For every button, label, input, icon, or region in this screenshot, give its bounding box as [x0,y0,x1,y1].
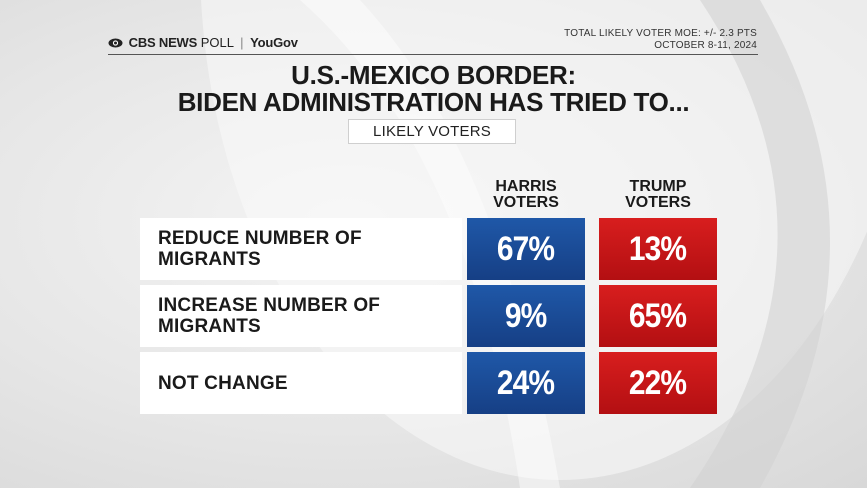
data-label: 67% [497,229,555,268]
chart-title-line-2: BIDEN ADMINISTRATION HAS TRIED TO... [177,87,690,117]
header-rule [108,54,758,55]
brand-network: CBS NEWS [128,35,198,50]
row-label: NOT CHANGE [140,352,462,414]
data-label: 65% [629,296,687,335]
chart-subtitle: LIKELY VOTERS [348,119,516,144]
brand-separator: | [240,35,244,50]
row-label: INCREASE NUMBER OF MIGRANTS [140,285,462,347]
row-label-text: NOT CHANGE [158,372,288,394]
data-label: 9% [505,296,547,335]
column-header-harris: HARRIS VOTERS [493,178,559,211]
row-label-text: REDUCE NUMBER OF MIGRANTS [158,228,362,270]
data-cell-trump: 65% [599,285,717,347]
moe-note: TOTAL LIKELY VOTER MOE: +/- 2.3 PTS OCTO… [564,28,757,52]
data-cell-harris: 67% [467,218,585,280]
chart-title: U.S.-MEXICO BORDER: BIDEN ADMINISTRATION… [0,62,867,116]
data-label: 22% [629,363,687,402]
data-label: 24% [497,363,555,402]
moe-text: TOTAL LIKELY VOTER MOE: +/- 2.3 PTS [564,28,757,39]
data-cell-harris: 24% [467,352,585,414]
brand-poll: POLL [200,35,234,50]
poll-dates: OCTOBER 8-11, 2024 [654,40,757,51]
column-header-trump: TRUMP VOTERS [625,178,691,211]
brand-logo: CBS NEWS POLL | YouGov [108,35,298,50]
data-cell-harris: 9% [467,285,585,347]
data-label: 13% [629,229,687,268]
row-label: REDUCE NUMBER OF MIGRANTS [140,218,462,280]
cbs-eye-icon [108,38,123,48]
row-label-text: INCREASE NUMBER OF MIGRANTS [158,295,381,337]
data-cell-trump: 22% [599,352,717,414]
data-cell-trump: 13% [599,218,717,280]
brand-partner: YouGov [250,35,298,50]
chart-title-line-1: U.S.-MEXICO BORDER: [291,60,576,90]
